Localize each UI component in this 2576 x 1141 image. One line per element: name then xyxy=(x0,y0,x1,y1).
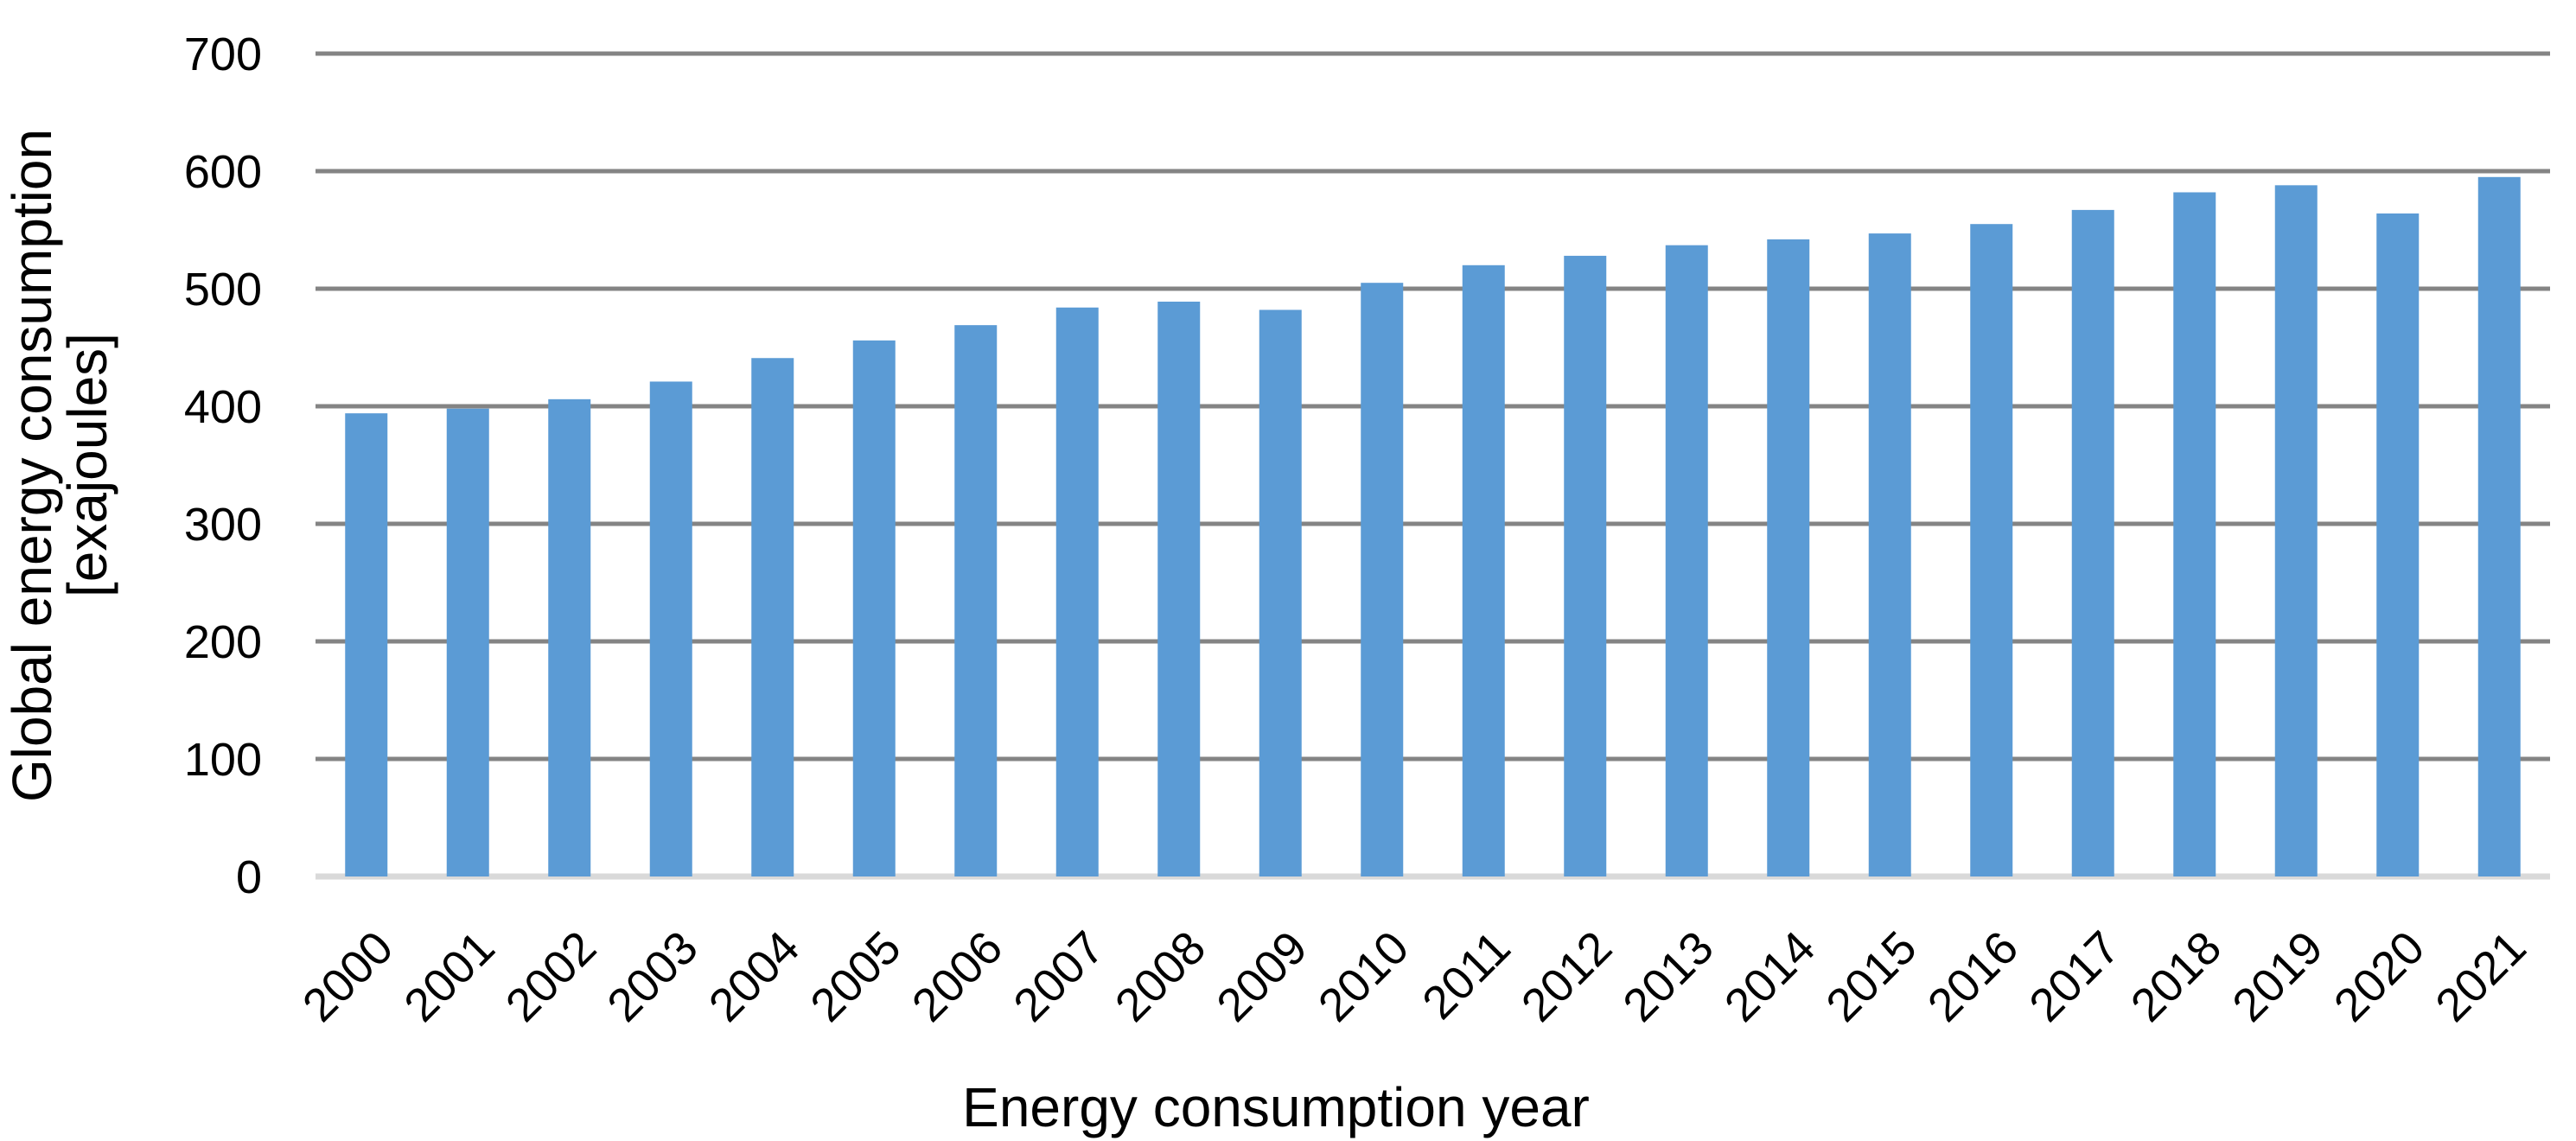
bar-2004 xyxy=(751,358,794,876)
y-tick-label-300: 300 xyxy=(184,499,262,551)
bar-2020 xyxy=(2376,213,2420,876)
x-tick-label-2016: 2016 xyxy=(1918,921,2028,1031)
x-tick-label-2017: 2017 xyxy=(2019,921,2129,1031)
bar-2012 xyxy=(1564,255,1607,876)
x-tick-label-2000: 2000 xyxy=(293,921,403,1031)
y-tick-label-0: 0 xyxy=(236,851,262,903)
bar-2010 xyxy=(1361,283,1404,876)
bar-2003 xyxy=(649,381,692,876)
bar-2021 xyxy=(2477,176,2521,877)
x-tick-label-2019: 2019 xyxy=(2222,921,2332,1031)
bar-2019 xyxy=(2274,185,2318,876)
x-tick-label-2003: 2003 xyxy=(597,921,707,1031)
x-tick-label-2006: 2006 xyxy=(902,921,1012,1031)
x-tick-label-2010: 2010 xyxy=(1309,921,1419,1031)
bar-2002 xyxy=(548,398,591,877)
bar-2013 xyxy=(1665,245,1708,876)
bar-2017 xyxy=(2071,209,2114,876)
x-tick-label-2002: 2002 xyxy=(496,921,606,1031)
bar-2011 xyxy=(1462,265,1505,876)
y-axis-title-line1: Global energy consumption xyxy=(1,128,63,802)
y-axis-tick-labels-group: 0 100 200 300 400 500 600 700 xyxy=(184,29,262,903)
x-tick-label-2013: 2013 xyxy=(1613,921,1723,1031)
x-tick-label-2007: 2007 xyxy=(1004,921,1113,1031)
x-tick-label-2004: 2004 xyxy=(699,921,809,1031)
x-tick-label-2005: 2005 xyxy=(800,921,910,1031)
y-tick-label-200: 200 xyxy=(184,616,262,668)
bar-2000 xyxy=(345,413,388,876)
bar-2014 xyxy=(1767,239,1810,876)
y-tick-label-100: 100 xyxy=(184,734,262,786)
x-tick-label-2020: 2020 xyxy=(2324,921,2434,1031)
x-axis-title: Energy consumption year xyxy=(962,1076,1590,1138)
x-tick-label-2012: 2012 xyxy=(1512,921,1622,1031)
x-tick-label-2001: 2001 xyxy=(394,921,504,1031)
bar-2015 xyxy=(1868,233,1911,877)
bar-2006 xyxy=(954,325,998,876)
y-axis-title-line2: [exajoules] xyxy=(56,333,118,597)
bar-2018 xyxy=(2173,192,2216,877)
x-axis-tick-labels-group: 2000200120022003200420052006200720082009… xyxy=(293,921,2536,1031)
bar-2007 xyxy=(1055,307,1099,876)
x-tick-label-2015: 2015 xyxy=(1816,921,1926,1031)
bars-group xyxy=(345,176,2521,877)
y-tick-label-400: 400 xyxy=(184,381,262,433)
bar-2001 xyxy=(446,408,489,877)
x-tick-label-2018: 2018 xyxy=(2121,921,2231,1031)
x-tick-label-2014: 2014 xyxy=(1715,921,1825,1031)
y-tick-label-600: 600 xyxy=(184,146,262,198)
y-tick-label-500: 500 xyxy=(184,264,262,316)
bar-2005 xyxy=(852,340,896,877)
bar-2008 xyxy=(1157,301,1201,877)
y-tick-label-700: 700 xyxy=(184,29,262,80)
x-tick-label-2011: 2011 xyxy=(1412,921,1521,1029)
x-tick-label-2008: 2008 xyxy=(1106,921,1215,1031)
bar-2009 xyxy=(1259,309,1302,877)
bar-2016 xyxy=(1970,224,2013,876)
x-tick-label-2009: 2009 xyxy=(1207,921,1317,1031)
x-tick-label-2021: 2021 xyxy=(2426,921,2535,1031)
